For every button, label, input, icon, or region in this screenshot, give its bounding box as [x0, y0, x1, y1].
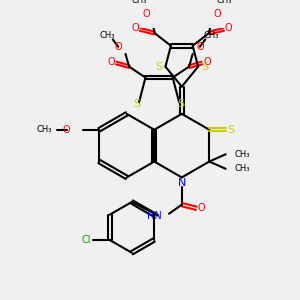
- Text: CH₃: CH₃: [37, 125, 52, 134]
- Text: CH₃: CH₃: [217, 0, 232, 5]
- Text: CH₃: CH₃: [235, 164, 250, 173]
- Text: HN: HN: [147, 211, 162, 220]
- Text: O: O: [213, 9, 221, 19]
- Text: O: O: [196, 42, 204, 52]
- Text: O: O: [203, 57, 211, 67]
- Text: O: O: [62, 125, 70, 135]
- Text: CH₃: CH₃: [203, 31, 219, 40]
- Text: N: N: [178, 178, 186, 188]
- Text: S: S: [227, 125, 235, 135]
- Text: S: S: [177, 99, 184, 109]
- Text: S: S: [201, 61, 208, 72]
- Text: O: O: [224, 22, 232, 33]
- Text: S: S: [155, 61, 163, 72]
- Text: O: O: [107, 57, 115, 67]
- Text: CH₃: CH₃: [131, 0, 147, 5]
- Text: O: O: [114, 42, 122, 52]
- Text: O: O: [142, 9, 150, 19]
- Text: Cl: Cl: [82, 235, 91, 245]
- Text: CH₃: CH₃: [235, 150, 250, 159]
- Text: O: O: [132, 22, 139, 33]
- Text: O: O: [197, 203, 205, 213]
- Text: CH₃: CH₃: [100, 31, 115, 40]
- Text: S: S: [134, 99, 141, 109]
